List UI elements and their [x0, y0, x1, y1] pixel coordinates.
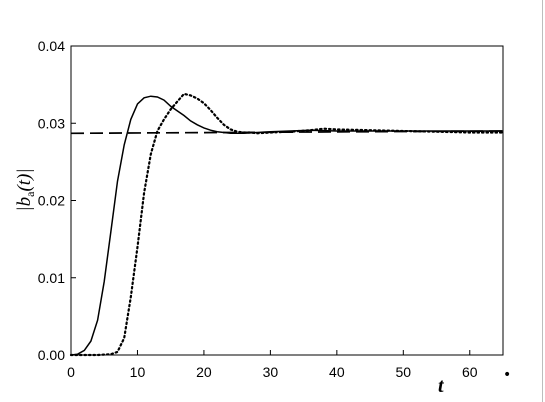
y-tick-label: 0.01 — [38, 270, 65, 286]
y-tick-label: 0.04 — [38, 38, 65, 54]
y-tick-label: 0.03 — [38, 115, 65, 131]
plot-frame — [70, 45, 504, 356]
x-axis-title: t — [438, 375, 445, 397]
y-axis-title-subscript: a — [23, 191, 37, 197]
y-tick-label: 0.00 — [38, 347, 65, 363]
y-axis-ticks: 0.00 0.01 0.02 0.03 0.04 — [38, 38, 76, 363]
x-tick-label: 0 — [67, 364, 75, 380]
y-axis-title-suffix: (t)| — [14, 168, 35, 191]
series-line-dashed — [70, 130, 504, 135]
y-tick-label: 0.02 — [38, 193, 65, 209]
series-line-solid — [70, 95, 503, 356]
x-tick-label: 30 — [263, 364, 279, 380]
x-tick-label: 10 — [130, 364, 146, 380]
x-tick-label: 50 — [396, 364, 412, 380]
x-tick-label: 20 — [196, 364, 212, 380]
y-axis-title: |ba(t)| — [14, 168, 37, 211]
x-axis-ticks: 0 10 20 30 40 50 60 — [67, 350, 478, 380]
x-tick-label: 60 — [462, 364, 478, 380]
right-border-line — [542, 0, 543, 402]
plot-area — [70, 45, 504, 356]
series-layer — [69, 92, 505, 357]
x-tick-label: 40 — [329, 364, 345, 380]
footnote-mark: • — [503, 367, 511, 383]
series-line-dotted — [69, 92, 505, 357]
y-axis-title-prefix: |b — [14, 197, 35, 212]
